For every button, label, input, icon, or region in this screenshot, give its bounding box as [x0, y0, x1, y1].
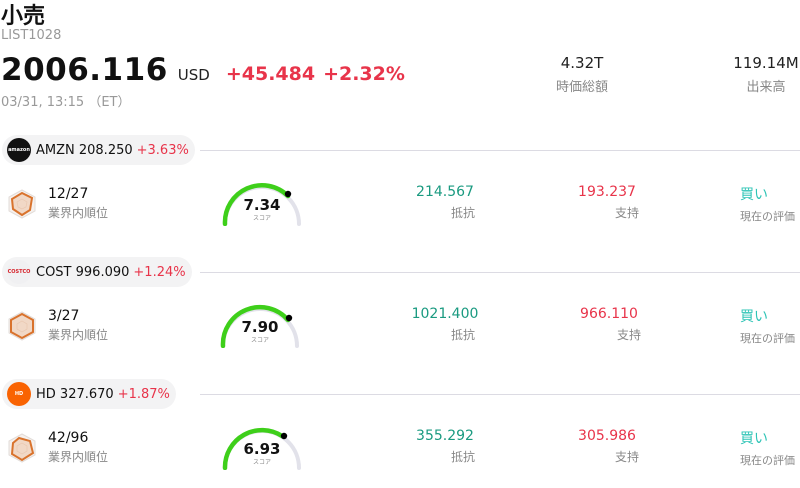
stock-symbol-price: COST 996.090	[36, 264, 130, 280]
support-metric: 966.110 支持	[564, 306, 654, 343]
support-metric: 305.986 支持	[562, 428, 652, 465]
price-change: +45.484	[225, 63, 316, 85]
rating-value: 買い	[740, 431, 768, 447]
support-value: 966.110	[580, 306, 638, 322]
support-label: 支持	[614, 206, 639, 220]
resistance-metric: 355.292 抵抗	[400, 428, 490, 465]
rank-radar-icon	[8, 433, 36, 463]
resistance-metric: 1021.400 抵抗	[400, 306, 490, 343]
market-cap-value: 4.32T	[560, 54, 604, 72]
support-value: 193.237	[578, 184, 636, 200]
stock-section-amzn: amazon AMZN 208.250 +3.63% 12/27 業界内順位 7…	[0, 132, 800, 254]
list-code: LIST1028	[1, 28, 62, 43]
stock-change-pct: +3.63%	[136, 142, 189, 158]
amazon-logo-icon: amazon	[7, 138, 31, 162]
stock-pill-cost[interactable]: COSTCO COST 996.090 +1.24%	[2, 257, 192, 287]
rank-radar-icon	[8, 189, 36, 219]
home-depot-logo-icon: HD	[7, 382, 31, 406]
resistance-label: 抵抗	[450, 206, 475, 220]
score-gauge-icon	[220, 304, 299, 348]
price-row: 2006.116 USD +45.484 +2.32%	[1, 52, 405, 88]
resistance-label: 抵抗	[450, 328, 475, 342]
market-cap-label: 時価総額	[555, 80, 608, 95]
industry-rank-value: 12/27	[48, 186, 89, 202]
industry-rank-value: 42/96	[48, 430, 89, 446]
score-value: 7.34	[243, 196, 281, 214]
score-value: 7.90	[241, 318, 279, 336]
currency: USD	[177, 66, 210, 84]
section-divider	[200, 150, 800, 151]
volume-value: 119.14M	[733, 54, 799, 72]
price-change-pct: +2.32%	[323, 63, 405, 85]
index-price: 2006.116	[1, 52, 168, 88]
rating-value: 買い	[740, 187, 768, 203]
stock-symbol-price: AMZN 208.250	[36, 142, 133, 158]
resistance-metric: 214.567 抵抗	[400, 184, 490, 221]
industry-rank-value: 3/27	[48, 308, 80, 324]
rating-value: 買い	[740, 309, 768, 325]
stock-section-cost: COSTCO COST 996.090 +1.24% 3/27 業界内順位 7.…	[0, 254, 800, 376]
score-gauge-icon	[222, 183, 301, 226]
market-cap-stat: 4.32T 時価総額	[548, 54, 616, 95]
rating-metric: 買い 現在の評価	[740, 306, 795, 346]
support-label: 支持	[616, 328, 641, 342]
support-value: 305.986	[578, 428, 636, 444]
rating-label: 現在の評価	[740, 210, 795, 223]
timestamp: 03/31, 13:15 （ET）	[1, 95, 131, 110]
resistance-value: 1021.400	[411, 306, 479, 322]
stock-symbol-price: HD 327.670	[36, 386, 114, 402]
stock-section-hd: HD HD 327.670 +1.87% 42/96 業界内順位 6.93 スコ…	[0, 376, 800, 488]
score-label: スコア	[252, 215, 271, 222]
stock-change-pct: +1.87%	[117, 386, 170, 402]
resistance-value: 214.567	[416, 184, 474, 200]
volume-stat: 119.14M 出来高	[726, 54, 800, 95]
score-label: スコア	[252, 459, 271, 466]
support-label: 支持	[614, 450, 639, 464]
resistance-label: 抵抗	[450, 450, 475, 464]
section-divider	[200, 394, 800, 395]
resistance-value: 355.292	[416, 428, 474, 444]
costco-logo-icon: COSTCO	[7, 260, 31, 284]
score-gauge-icon	[222, 427, 301, 470]
score-value: 6.93	[243, 440, 281, 458]
page-title: 小売	[1, 4, 46, 29]
rank-radar-icon	[8, 311, 36, 341]
industry-rank-label: 業界内順位	[48, 328, 109, 342]
stock-pill-amzn[interactable]: amazon AMZN 208.250 +3.63%	[2, 135, 195, 165]
stock-pill-hd[interactable]: HD HD 327.670 +1.87%	[2, 379, 176, 409]
rating-label: 現在の評価	[740, 332, 795, 345]
section-divider	[200, 272, 800, 273]
stock-change-pct: +1.24%	[133, 264, 186, 280]
rating-metric: 買い 現在の評価	[740, 184, 795, 224]
score-label: スコア	[250, 337, 269, 344]
rating-label: 現在の評価	[740, 454, 795, 467]
industry-rank-label: 業界内順位	[48, 206, 109, 220]
support-metric: 193.237 支持	[562, 184, 652, 221]
volume-label: 出来高	[746, 80, 786, 95]
rating-metric: 買い 現在の評価	[740, 428, 795, 468]
industry-rank-label: 業界内順位	[48, 450, 109, 464]
